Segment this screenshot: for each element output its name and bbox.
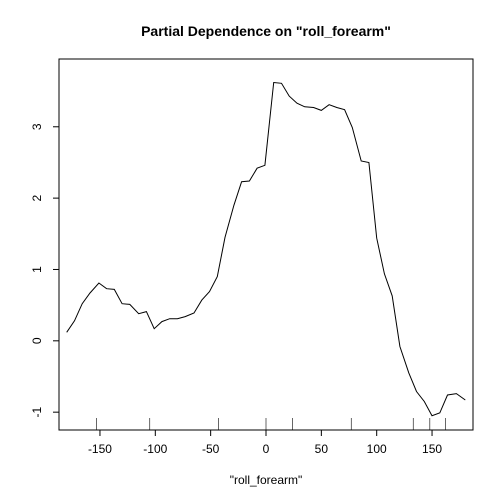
plot-frame — [58, 58, 474, 431]
x-tick-label: -50 — [202, 442, 220, 456]
y-axis: -1 0 1 2 3 — [30, 123, 59, 417]
x-tick-label: -100 — [143, 442, 167, 456]
x-tick-label: -150 — [88, 442, 112, 456]
partial-dependence-line — [66, 81, 466, 417]
x-tick-label: 50 — [315, 442, 329, 456]
y-tick-label: 0 — [30, 337, 44, 344]
x-axis: -150 -100 -50 0 50 100 150 — [88, 430, 442, 456]
y-tick-label: 1 — [30, 266, 44, 273]
series-group — [66, 81, 466, 417]
x-axis-label: "roll_forearm" — [230, 473, 303, 487]
x-tick-label: 0 — [263, 442, 270, 456]
chart-title: Partial Dependence on "roll_forearm" — [141, 23, 391, 39]
x-tick-label: 100 — [367, 442, 387, 456]
y-tick-label: -1 — [30, 407, 44, 418]
rug-marks — [96, 418, 446, 430]
y-tick-label: 2 — [30, 194, 44, 201]
y-tick-label: 3 — [30, 123, 44, 130]
x-tick-label: 150 — [422, 442, 442, 456]
